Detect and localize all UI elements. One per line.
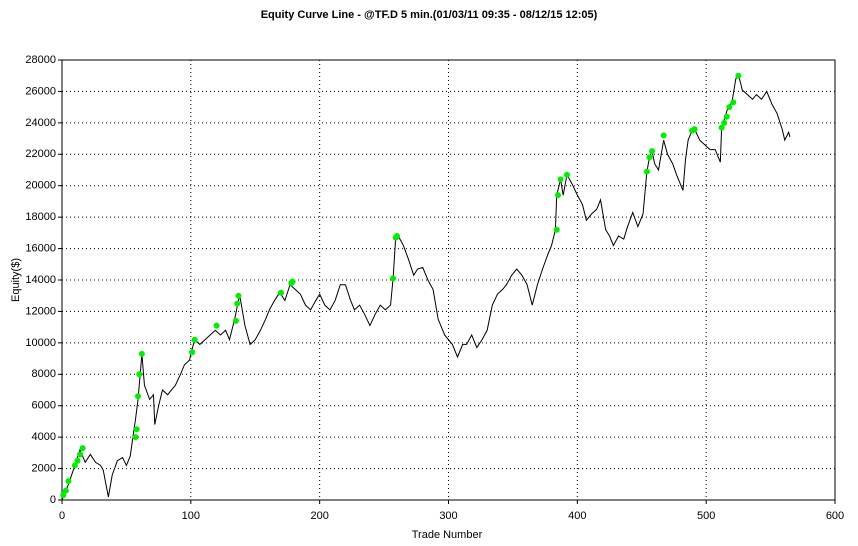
y-tick-label: 6000 xyxy=(32,400,56,412)
marker-point xyxy=(553,226,560,233)
y-tick-label: 24000 xyxy=(25,117,56,129)
marker-point xyxy=(77,451,84,458)
marker-point xyxy=(557,176,564,183)
x-tick-label: 100 xyxy=(182,510,200,522)
marker-point xyxy=(138,350,145,357)
marker-point xyxy=(393,233,400,239)
x-tick-label: 400 xyxy=(568,510,586,522)
y-tick-label: 28000 xyxy=(25,54,56,66)
marker-point xyxy=(136,371,143,378)
marker-point xyxy=(79,445,86,452)
marker-point xyxy=(735,72,742,79)
y-tick-label: 10000 xyxy=(25,337,56,349)
marker-point xyxy=(289,278,296,285)
y-tick-label: 4000 xyxy=(32,431,56,443)
marker-point xyxy=(74,457,81,464)
x-tick-label: 500 xyxy=(697,510,715,522)
equity-line xyxy=(61,72,791,501)
marker-point xyxy=(65,478,72,485)
marker-point xyxy=(691,126,698,133)
y-tick-label: 20000 xyxy=(25,180,56,192)
marker-point xyxy=(660,132,667,139)
y-tick-label: 14000 xyxy=(25,274,56,286)
marker-point xyxy=(564,171,571,178)
y-tick-label: 8000 xyxy=(32,368,56,380)
marker-point xyxy=(390,275,397,282)
y-tick-label: 16000 xyxy=(25,242,56,254)
marker-point xyxy=(718,124,725,131)
marker-point xyxy=(726,104,733,111)
marker-point xyxy=(723,113,730,120)
y-tick-label: 26000 xyxy=(25,85,56,97)
x-axis-label: Trade Number xyxy=(412,529,483,541)
marker-point xyxy=(71,462,78,469)
marker-point xyxy=(730,99,737,106)
marker-point xyxy=(132,434,139,441)
x-tick-label: 300 xyxy=(439,510,457,522)
y-tick-label: 0 xyxy=(50,494,56,506)
marker-point xyxy=(646,154,653,161)
x-tick-label: 200 xyxy=(310,510,328,522)
marker-point xyxy=(643,168,650,175)
marker-point xyxy=(278,289,285,296)
marker-point xyxy=(721,119,728,126)
chart-title: Equity Curve Line - @TF.D 5 min.(01/03/1… xyxy=(261,9,598,21)
marker-point xyxy=(649,148,656,155)
marker-point xyxy=(135,393,142,400)
y-tick-label: 18000 xyxy=(25,211,56,223)
marker-point xyxy=(232,317,239,324)
x-tick-label: 0 xyxy=(59,510,65,522)
y-tick-label: 2000 xyxy=(32,462,56,474)
marker-point xyxy=(133,426,140,433)
marker-point xyxy=(191,336,198,343)
plot-border xyxy=(61,59,836,501)
marker-point xyxy=(60,492,67,499)
marker-point xyxy=(62,487,69,494)
x-tick-label: 600 xyxy=(826,510,844,522)
marker-point xyxy=(555,192,562,199)
marker-point xyxy=(235,292,242,299)
marker-point xyxy=(234,300,241,307)
y-axis-label: Equity($) xyxy=(10,258,22,302)
y-tick-label: 22000 xyxy=(25,148,56,160)
y-tick-label: 12000 xyxy=(25,305,56,317)
marker-point xyxy=(189,349,196,356)
marker-point xyxy=(213,322,220,329)
